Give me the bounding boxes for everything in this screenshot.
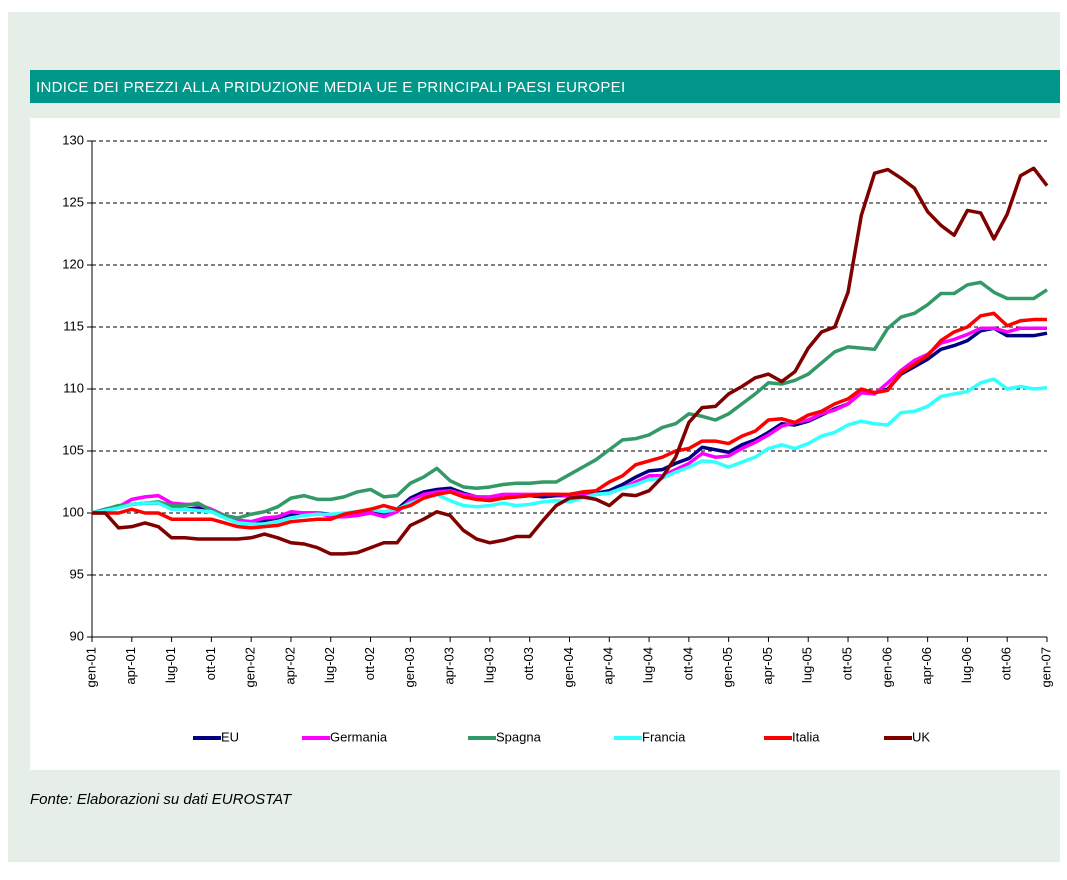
x-tick-label: ott-04 (680, 647, 695, 680)
title-bar (30, 70, 1060, 103)
y-tick-label: 105 (62, 442, 84, 457)
source: Fonte: Elaborazioni su dati EUROSTAT (30, 791, 293, 808)
x-tick-label: apr-04 (601, 647, 616, 685)
y-tick-label: 100 (62, 504, 84, 519)
x-tick-label: ott-05 (839, 647, 854, 680)
x-tick-label: gen-02 (243, 647, 258, 687)
x-tick-label: ott-06 (999, 647, 1014, 680)
legend-label: Germania (330, 729, 388, 744)
x-tick-label: ott-03 (521, 647, 536, 680)
y-tick-label: 90 (70, 628, 84, 643)
y-tick-label: 130 (62, 132, 84, 147)
x-tick-label: gen-03 (402, 647, 417, 687)
x-tick-label: lug-02 (322, 647, 337, 683)
x-tick-label: lug-03 (481, 647, 496, 683)
legend-label: UK (912, 729, 930, 744)
x-tick-label: lug-04 (641, 647, 656, 683)
x-tick-label: apr-03 (442, 647, 457, 685)
legend-label: Francia (642, 729, 686, 744)
legend-label: Italia (792, 729, 820, 744)
x-tick-label: gen-06 (879, 647, 894, 687)
series-line (91, 377, 1048, 526)
x-tick-label: apr-05 (760, 647, 775, 685)
series-line (91, 280, 1048, 520)
x-tick-label: gen-01 (83, 647, 98, 687)
x-tick-label: lug-05 (800, 647, 815, 683)
x-tick-label: gen-07 (1038, 647, 1053, 687)
y-tick-label: 115 (63, 318, 84, 333)
legend-label: Spagna (496, 729, 542, 744)
x-tick-label: apr-01 (123, 647, 138, 685)
y-tick-label: 125 (62, 194, 84, 209)
chart-title: INDICE DEI PREZZI ALLA PRIDUZIONE MEDIA … (36, 79, 625, 96)
x-tick-label: gen-05 (720, 647, 735, 687)
y-tick-label: 95 (70, 566, 84, 581)
series-line (92, 166, 1049, 556)
plot-panel (30, 118, 1060, 770)
x-tick-label: ott-02 (362, 647, 377, 680)
x-tick-label: lug-01 (163, 647, 178, 683)
x-tick-label: lug-06 (959, 647, 974, 683)
legend-label: EU (221, 729, 239, 744)
x-tick-label: apr-02 (282, 647, 297, 685)
y-tick-label: 110 (63, 380, 84, 395)
y-tick-label: 120 (62, 256, 84, 271)
x-tick-label: gen-04 (561, 647, 576, 687)
x-tick-label: ott-01 (203, 647, 218, 680)
x-tick-label: apr-06 (919, 647, 934, 685)
series-line (92, 311, 1047, 530)
